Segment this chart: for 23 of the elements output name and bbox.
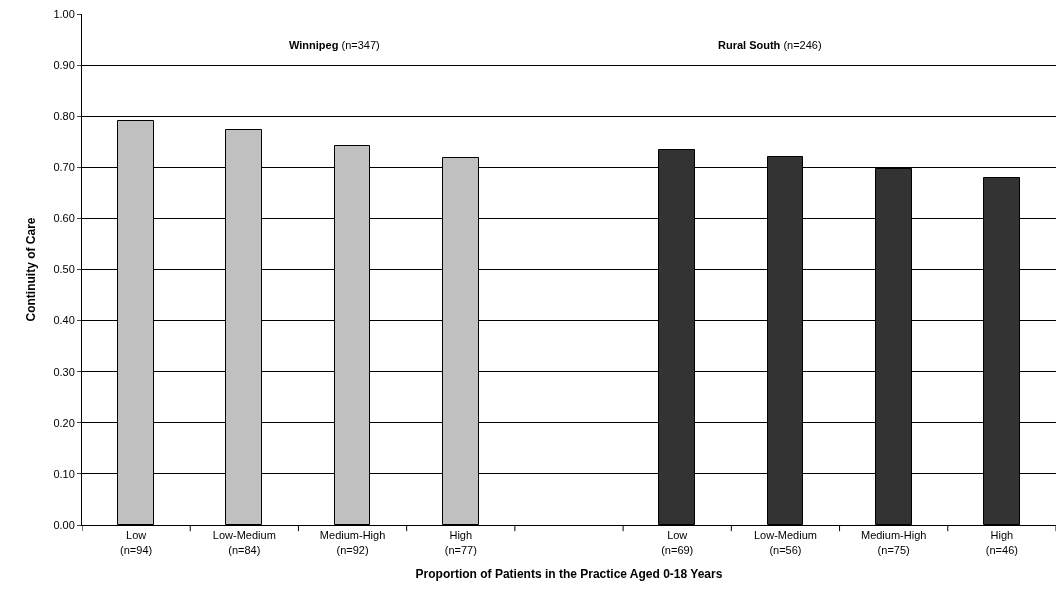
y-tick-label: 0.80 xyxy=(53,110,75,123)
x-tick-label: Medium-High (n=75) xyxy=(860,529,927,556)
annotation: Rural South (n=246) xyxy=(718,39,822,51)
x-tick-label: Low (n=94) xyxy=(120,529,153,556)
x-axis-title: Proportion of Patients in the Practice Aged 0-18 Years xyxy=(415,567,723,582)
y-tick-label: 0.30 xyxy=(53,365,75,378)
x-tick-label: High (n=46) xyxy=(985,529,1018,556)
y-tick-label: 1.00 xyxy=(53,7,75,20)
x-tick-label: Low-Medium (n=84) xyxy=(212,529,276,556)
x-tick-label: Medium-High (n=92) xyxy=(319,529,386,556)
y-tick-label: 0.20 xyxy=(53,416,75,429)
y-tick-label: 0.70 xyxy=(53,161,75,174)
y-tick-label: 0.10 xyxy=(53,467,75,480)
annotation: Winnipeg (n=347) xyxy=(289,39,380,51)
x-tick-label: High (n=77) xyxy=(444,529,477,556)
y-tick-label: 0.60 xyxy=(53,212,75,225)
y-tick-label: 0.90 xyxy=(53,58,75,71)
x-tick-label: Low-Medium (n=56) xyxy=(753,529,817,556)
y-tick-label: 0.50 xyxy=(53,263,75,276)
y-tick-label: 0.00 xyxy=(53,518,75,531)
x-tick-label: Low (n=69) xyxy=(661,529,694,556)
y-tick-label: 0.40 xyxy=(53,314,75,327)
y-axis-title: Continuity of Care xyxy=(23,217,38,322)
